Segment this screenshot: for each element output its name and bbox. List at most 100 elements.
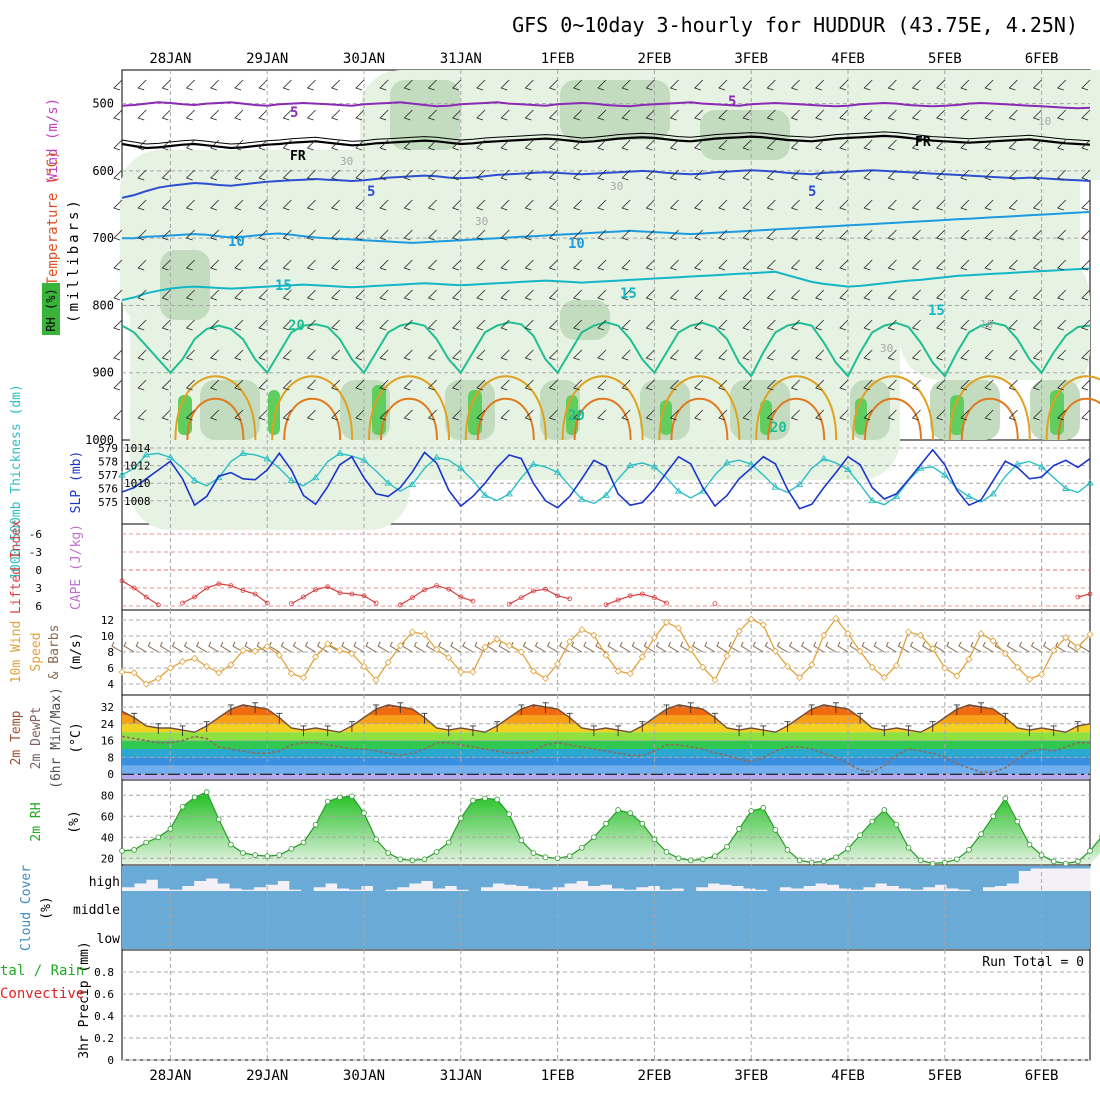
surface-wind-barb bbox=[196, 641, 207, 653]
upper-wind-barb bbox=[452, 139, 462, 151]
cloud-mid-low-fill bbox=[122, 891, 1090, 949]
rh-marker bbox=[869, 818, 875, 825]
thickness-marker bbox=[166, 453, 175, 460]
upper-wind-barb bbox=[137, 379, 147, 391]
upper-wind-barb bbox=[258, 169, 268, 181]
rh-marker bbox=[663, 849, 670, 855]
cloud-high-bar bbox=[862, 866, 876, 888]
upper-wind-barb bbox=[137, 319, 147, 331]
rh-marker bbox=[675, 855, 682, 862]
cloud-high-bar bbox=[886, 866, 900, 886]
upper-wind-barb bbox=[839, 379, 849, 391]
upper-wind-barb bbox=[573, 169, 583, 181]
minmax-whisker bbox=[227, 704, 234, 716]
upper-wind-barb bbox=[234, 229, 244, 241]
contour-label: 30 bbox=[475, 215, 488, 228]
upper-wind-barb bbox=[258, 139, 268, 151]
cloud-high-bar bbox=[396, 866, 410, 888]
date-label-top: 30JAN bbox=[343, 51, 385, 67]
upper-ylabel-rh: RH (%) bbox=[44, 288, 58, 331]
temp2m-ylabel-1: 2m Temp bbox=[9, 710, 24, 765]
cloud-high-bar bbox=[695, 866, 709, 888]
upper-wind-barb bbox=[911, 79, 921, 91]
cloud-high-bar bbox=[420, 866, 434, 881]
rh-marker bbox=[276, 852, 283, 858]
cloud-high-bar bbox=[635, 866, 649, 888]
rh-shading-region-high bbox=[950, 395, 964, 435]
cloud-high-bar bbox=[1066, 866, 1079, 869]
upper-wind-barb bbox=[936, 289, 946, 301]
slp-tick-label: 1012 bbox=[124, 460, 151, 473]
thickness-marker bbox=[747, 460, 755, 467]
surface-wind-barb bbox=[135, 641, 147, 653]
lifted-index-marker bbox=[506, 601, 512, 607]
cloud-high-bar bbox=[444, 866, 458, 886]
upper-wind-barb bbox=[1032, 259, 1042, 271]
surface-wind-barb bbox=[244, 641, 256, 653]
lifted-index-marker bbox=[361, 593, 367, 599]
upper-wind-barb bbox=[669, 409, 679, 421]
lifted-index-marker bbox=[639, 591, 645, 597]
surface-wind-barb bbox=[534, 641, 546, 653]
thickness-marker bbox=[384, 479, 392, 486]
upper-wind-barb bbox=[282, 259, 292, 271]
upper-wind-barb bbox=[863, 79, 873, 91]
upper-wind-barb bbox=[1057, 289, 1067, 301]
upper-wind-barb bbox=[452, 259, 462, 271]
upper-wind-barb bbox=[1081, 169, 1091, 181]
minmax-whisker bbox=[832, 702, 839, 713]
slp-ylabel-thickness: 1000-500mb Thickness (dm) bbox=[9, 384, 24, 580]
upper-wind-barb bbox=[839, 79, 849, 91]
upper-wind-barb bbox=[524, 379, 534, 391]
wind-speed-marker bbox=[420, 630, 429, 638]
upper-wind-barb bbox=[839, 199, 849, 211]
upper-wind-barb bbox=[863, 289, 873, 301]
rh-marker bbox=[385, 850, 392, 856]
wind-speed-marker bbox=[868, 663, 876, 671]
thickness-marker bbox=[263, 454, 271, 462]
lifted-index-marker bbox=[325, 584, 331, 590]
upper-wind-barb bbox=[621, 349, 631, 361]
contour-label: 15 bbox=[620, 286, 637, 302]
contour-label: 5 bbox=[808, 184, 816, 200]
temperature-contour-hot bbox=[1057, 397, 1100, 441]
rh-tick-label: 60 bbox=[101, 810, 114, 823]
upper-wind-barb bbox=[524, 409, 534, 421]
cloud-high-bar bbox=[779, 866, 792, 888]
lifted-index-marker bbox=[216, 581, 222, 587]
minmax-whisker bbox=[1002, 712, 1009, 724]
upper-wind-barb bbox=[137, 259, 147, 271]
upper-wind-barb bbox=[452, 169, 462, 181]
cloud-high-bar bbox=[600, 866, 613, 885]
upper-wind-barb bbox=[621, 169, 631, 181]
temperature-contour-line bbox=[121, 101, 1091, 110]
upper-wind-barb bbox=[185, 79, 195, 91]
cloud-high-bar bbox=[707, 866, 721, 884]
rh-marker bbox=[203, 789, 210, 795]
upper-wind-barb bbox=[621, 319, 631, 331]
upper-wind-barb bbox=[548, 379, 558, 391]
cloud-high-bg bbox=[1018, 866, 1031, 891]
upper-wind-barb bbox=[137, 139, 147, 151]
upper-wind-barb bbox=[815, 229, 825, 241]
thickness-marker bbox=[820, 454, 828, 462]
cloud-high-bar bbox=[516, 866, 529, 886]
date-label-top: 4FEB bbox=[831, 51, 865, 67]
slp-axis-labels: 579 578 577 576 575 1014 1012 1010 1008 … bbox=[9, 384, 151, 580]
contour-label: 10 bbox=[1038, 115, 1051, 128]
bottom-date-axis: 28JAN 29JAN 30JAN 31JAN 1FEB 2FEB 3FEB 4… bbox=[149, 1068, 1058, 1084]
rh2m-axis-labels: 80 60 40 20 2m RH (%) bbox=[29, 789, 114, 865]
cloud-high-bar bbox=[361, 866, 374, 886]
upper-wind-barb bbox=[137, 409, 147, 421]
cloud-high-bar bbox=[480, 866, 493, 888]
upper-wind-barb bbox=[984, 409, 994, 421]
upper-wind-barb bbox=[1081, 199, 1091, 211]
upper-wind-barb bbox=[1008, 379, 1018, 391]
wind-speed-marker bbox=[1086, 630, 1094, 638]
rh-marker bbox=[1087, 848, 1093, 854]
upper-wind-barb bbox=[887, 259, 897, 271]
upper-wind-barb bbox=[1057, 79, 1067, 91]
upper-wind-barb bbox=[718, 229, 728, 241]
thickness-marker bbox=[771, 483, 780, 490]
